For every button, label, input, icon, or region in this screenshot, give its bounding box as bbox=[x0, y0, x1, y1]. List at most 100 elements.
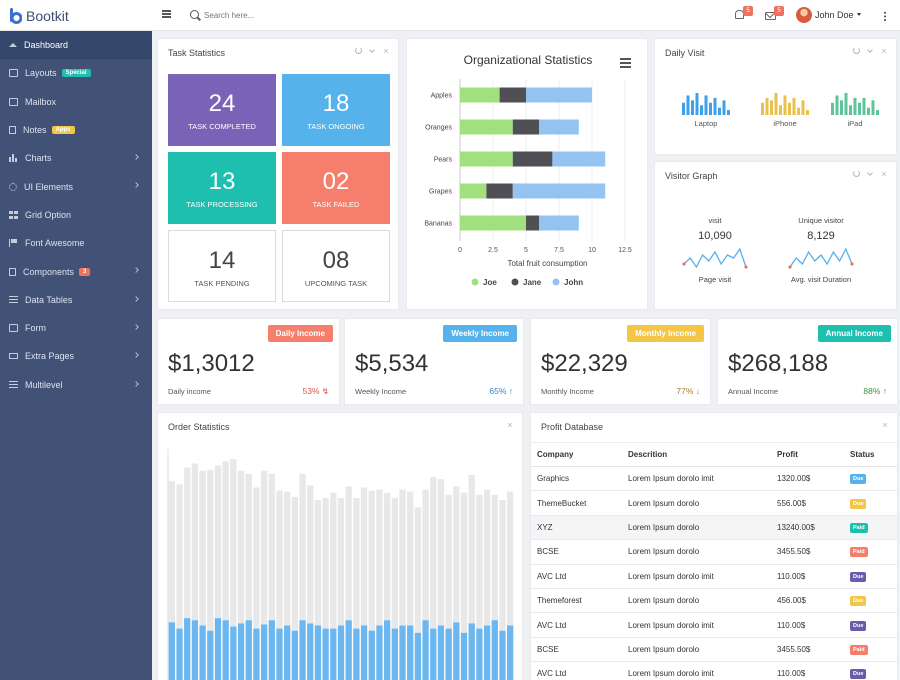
column-header[interactable]: Company bbox=[531, 442, 622, 467]
order-bar-front bbox=[291, 630, 299, 680]
order-bar-front bbox=[368, 630, 375, 680]
user-dropdown-caret-icon[interactable] bbox=[857, 13, 861, 16]
x-tick-label: 5 bbox=[524, 247, 528, 254]
order-bar-front bbox=[222, 620, 229, 680]
sidebar-item-charts[interactable]: Charts bbox=[0, 144, 152, 172]
sidebar-item-dashboard[interactable]: Dashboard bbox=[0, 31, 152, 60]
sidebar-item-label: Extra Pages bbox=[25, 351, 75, 362]
sidebar-item-font-awesome[interactable]: Font Awesome bbox=[0, 229, 152, 257]
legend-item[interactable]: Joe bbox=[471, 278, 498, 287]
close-icon[interactable]: × bbox=[383, 46, 389, 56]
task-tile[interactable]: 02 TASK FAILED bbox=[282, 152, 390, 224]
organizational-statistics-panel: Organizational Statistics 0 2.5 5 7.5 10 12.5 A… bbox=[406, 38, 648, 310]
y-tick-label: Bananas bbox=[424, 221, 452, 228]
table-row[interactable]: Themeforest Lorem Ipsum dorolo 456.00$ Due bbox=[531, 588, 897, 614]
user-name[interactable]: John Doe bbox=[815, 10, 854, 20]
legend-item[interactable]: Jane bbox=[511, 278, 542, 287]
panel-title: Order Statistics bbox=[168, 422, 230, 432]
sidebar-item-ui-elements[interactable]: UI Elements bbox=[0, 172, 152, 200]
bar-segment-joe[interactable] bbox=[460, 151, 513, 167]
brand[interactable]: Bootkit bbox=[0, 0, 152, 31]
column-header[interactable]: Profit bbox=[771, 442, 844, 467]
status-cell: Due bbox=[844, 564, 897, 589]
table-row[interactable]: AVC Ltd Lorem Ipsum dorolo imit 110.00$ Due bbox=[531, 661, 897, 680]
bar-segment-jane[interactable] bbox=[512, 119, 540, 135]
income-card-daily-income: Daily Income $1,3012 Daily income 53% ↯ bbox=[157, 318, 340, 405]
sidebar-item-data-tables[interactable]: Data Tables bbox=[0, 286, 152, 314]
table-row[interactable]: BCSE Lorem Ipsum dorolo 3455.50$ Paid bbox=[531, 637, 897, 663]
bar-segment-jane[interactable] bbox=[526, 215, 540, 231]
sidebar-item-mailbox[interactable]: Mailbox bbox=[0, 88, 152, 116]
bar-segment-jane[interactable] bbox=[512, 151, 553, 167]
more-options-icon[interactable] bbox=[884, 11, 886, 21]
sparkbar bbox=[849, 105, 852, 115]
task-tile[interactable]: 08 UPCOMING TASK bbox=[282, 230, 390, 302]
order-bar-front bbox=[214, 618, 222, 680]
table-row[interactable]: XYZ Lorem Ipsum dorolo 13240.00$ Paid bbox=[531, 515, 897, 541]
bar-segment-joe[interactable] bbox=[460, 87, 500, 103]
chart-menu-icon[interactable] bbox=[620, 58, 631, 68]
status-cell: Due bbox=[844, 661, 897, 680]
legend-item[interactable]: John bbox=[552, 278, 584, 287]
table-row[interactable]: BCSE Lorem Ipsum dorolo 3455.50$ Paid bbox=[531, 539, 897, 565]
bar-segment-joe[interactable] bbox=[460, 215, 526, 231]
sidebar-item-tag: 3 bbox=[79, 267, 91, 276]
sparkbar bbox=[704, 95, 708, 115]
bar-segment-jane[interactable] bbox=[499, 87, 526, 103]
task-tile[interactable]: 14 TASK PENDING bbox=[168, 230, 276, 302]
order-bar-back bbox=[237, 470, 245, 624]
bar-segment-john[interactable] bbox=[526, 87, 592, 103]
close-icon[interactable]: × bbox=[881, 46, 887, 56]
table-row[interactable]: AVC Ltd Lorem Ipsum dorolo imit 110.00$ Due bbox=[531, 564, 897, 589]
bar-segment-john[interactable] bbox=[512, 183, 606, 199]
avatar[interactable] bbox=[796, 7, 812, 23]
task-tile[interactable]: 18 TASK ONGOING bbox=[282, 74, 390, 146]
legend-swatch bbox=[511, 278, 519, 286]
refresh-icon[interactable] bbox=[853, 47, 860, 54]
order-bar-back bbox=[445, 494, 452, 629]
task-tile[interactable]: 24 TASK COMPLETED bbox=[168, 74, 276, 146]
menu-toggle-icon[interactable] bbox=[162, 10, 171, 18]
sidebar-item-extra-pages[interactable]: Extra Pages bbox=[0, 342, 152, 370]
sparkbar bbox=[682, 102, 685, 115]
search-input[interactable] bbox=[204, 8, 384, 23]
collapse-icon[interactable] bbox=[369, 47, 375, 53]
x-tick-label: 12.5 bbox=[618, 247, 632, 254]
chevron-right-icon bbox=[133, 352, 139, 359]
sparkline-point bbox=[744, 265, 748, 269]
column-header[interactable]: Descrition bbox=[622, 442, 771, 467]
bar-segment-john[interactable] bbox=[539, 215, 579, 231]
order-bar-front bbox=[322, 628, 329, 680]
bar-segment-john[interactable] bbox=[552, 151, 606, 167]
bar-segment-jane[interactable] bbox=[486, 183, 513, 199]
refresh-icon[interactable] bbox=[853, 170, 860, 177]
description-cell: Lorem Ipsum dorolo bbox=[622, 515, 771, 541]
order-bar-back bbox=[168, 481, 175, 623]
panel-title: Daily Visit bbox=[665, 48, 705, 58]
order-bar-back bbox=[191, 463, 199, 621]
sparkbar bbox=[876, 110, 879, 115]
table-row[interactable]: ThemeBucket Lorem Ipsum dorolo 556.00$ Due bbox=[531, 490, 897, 516]
close-icon[interactable]: × bbox=[882, 420, 888, 430]
sidebar-item-components[interactable]: Components 3 bbox=[0, 257, 152, 285]
sidebar-item-layouts[interactable]: Layouts Special bbox=[0, 59, 152, 87]
status-cell: Paid bbox=[844, 539, 897, 565]
bar-segment-joe[interactable] bbox=[460, 183, 487, 199]
sidebar-item-form[interactable]: Form bbox=[0, 314, 152, 342]
close-icon[interactable]: × bbox=[881, 169, 887, 179]
column-header[interactable]: Status bbox=[844, 442, 897, 467]
device-label: Laptop bbox=[695, 119, 718, 128]
table-row[interactable]: AVC Ltd Lorem Ipsum dorolo imit 110.00$ Due bbox=[531, 612, 897, 638]
close-icon[interactable]: × bbox=[507, 420, 513, 430]
sidebar-item-multilevel[interactable]: Multilevel bbox=[0, 371, 152, 399]
status-badge: Due bbox=[850, 620, 867, 631]
messages-icon[interactable] bbox=[765, 12, 776, 20]
sparkbar bbox=[797, 107, 800, 115]
refresh-icon[interactable] bbox=[355, 47, 362, 54]
sidebar-item-notes[interactable]: Notes Apps bbox=[0, 116, 152, 144]
sidebar-item-grid-option[interactable]: Grid Option bbox=[0, 201, 152, 229]
task-tile[interactable]: 13 TASK PROCESSING bbox=[168, 152, 276, 224]
table-row[interactable]: Graphics Lorem Ipsum dorolo imit 1320.00$ D… bbox=[531, 466, 897, 492]
bar-segment-joe[interactable] bbox=[460, 119, 513, 135]
bar-segment-john[interactable] bbox=[539, 119, 579, 135]
